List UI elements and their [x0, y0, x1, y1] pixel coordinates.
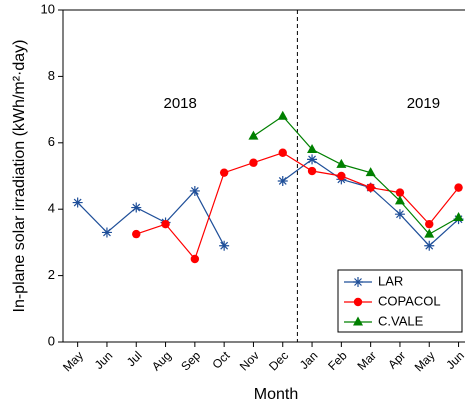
x-tick-label: Feb	[325, 348, 350, 373]
legend-label: C.VALE	[378, 313, 424, 328]
y-tick-label: 2	[48, 267, 55, 282]
marker	[395, 188, 405, 197]
x-tick-label: Aug	[149, 348, 174, 373]
y-axis-label: In-plane solar irradiation (kWh/m²·day)	[11, 40, 28, 313]
x-tick-label: Mar	[354, 348, 379, 373]
marker	[131, 202, 142, 213]
x-tick-label: May	[60, 348, 86, 374]
marker	[366, 183, 375, 192]
marker	[424, 228, 435, 238]
marker	[394, 195, 405, 205]
y-tick-label: 10	[41, 1, 55, 16]
marker	[189, 185, 200, 196]
marker	[394, 209, 405, 220]
marker	[307, 154, 318, 165]
marker	[219, 168, 229, 177]
y-tick-label: 8	[48, 68, 55, 83]
marker	[277, 110, 288, 120]
series-line	[253, 115, 459, 235]
marker	[278, 148, 287, 157]
marker	[336, 158, 347, 168]
annotation: 2018	[164, 95, 197, 112]
series-line	[136, 152, 460, 261]
marker	[101, 227, 112, 238]
marker	[424, 240, 435, 251]
marker	[307, 143, 318, 153]
marker	[365, 167, 376, 177]
x-tick-label: Oct	[209, 348, 233, 372]
marker	[307, 166, 317, 176]
annotation: 2019	[407, 95, 440, 112]
y-tick-label: 4	[48, 201, 55, 216]
marker	[353, 297, 363, 307]
x-axis-label: Month	[254, 386, 298, 403]
x-tick-label: Sep	[178, 348, 203, 373]
y-tick-label: 0	[48, 333, 55, 348]
x-tick-label: Jan	[297, 348, 321, 372]
marker	[353, 277, 363, 287]
x-tick-label: Jul	[124, 348, 145, 369]
marker	[454, 183, 463, 192]
legend-label: LAR	[378, 273, 403, 288]
marker	[425, 219, 434, 229]
x-tick-label: Dec	[266, 348, 291, 373]
x-tick-label: Apr	[385, 348, 408, 371]
marker	[353, 316, 363, 326]
legend-label: COPACOL	[378, 293, 441, 308]
marker	[453, 212, 464, 221]
marker	[72, 197, 83, 208]
marker	[161, 219, 170, 229]
y-tick-label: 6	[48, 134, 55, 149]
marker	[277, 175, 288, 186]
x-tick-label: Jun	[92, 348, 116, 372]
marker	[219, 240, 230, 251]
marker	[249, 158, 258, 167]
x-tick-label: Jun	[443, 348, 465, 372]
marker	[190, 254, 200, 264]
x-tick-label: Nov	[237, 348, 262, 373]
marker	[132, 229, 141, 239]
marker	[248, 130, 259, 140]
x-tick-label: May	[412, 348, 438, 374]
marker	[337, 171, 346, 181]
legend: LAR COPACOL C.VALE	[337, 269, 463, 333]
